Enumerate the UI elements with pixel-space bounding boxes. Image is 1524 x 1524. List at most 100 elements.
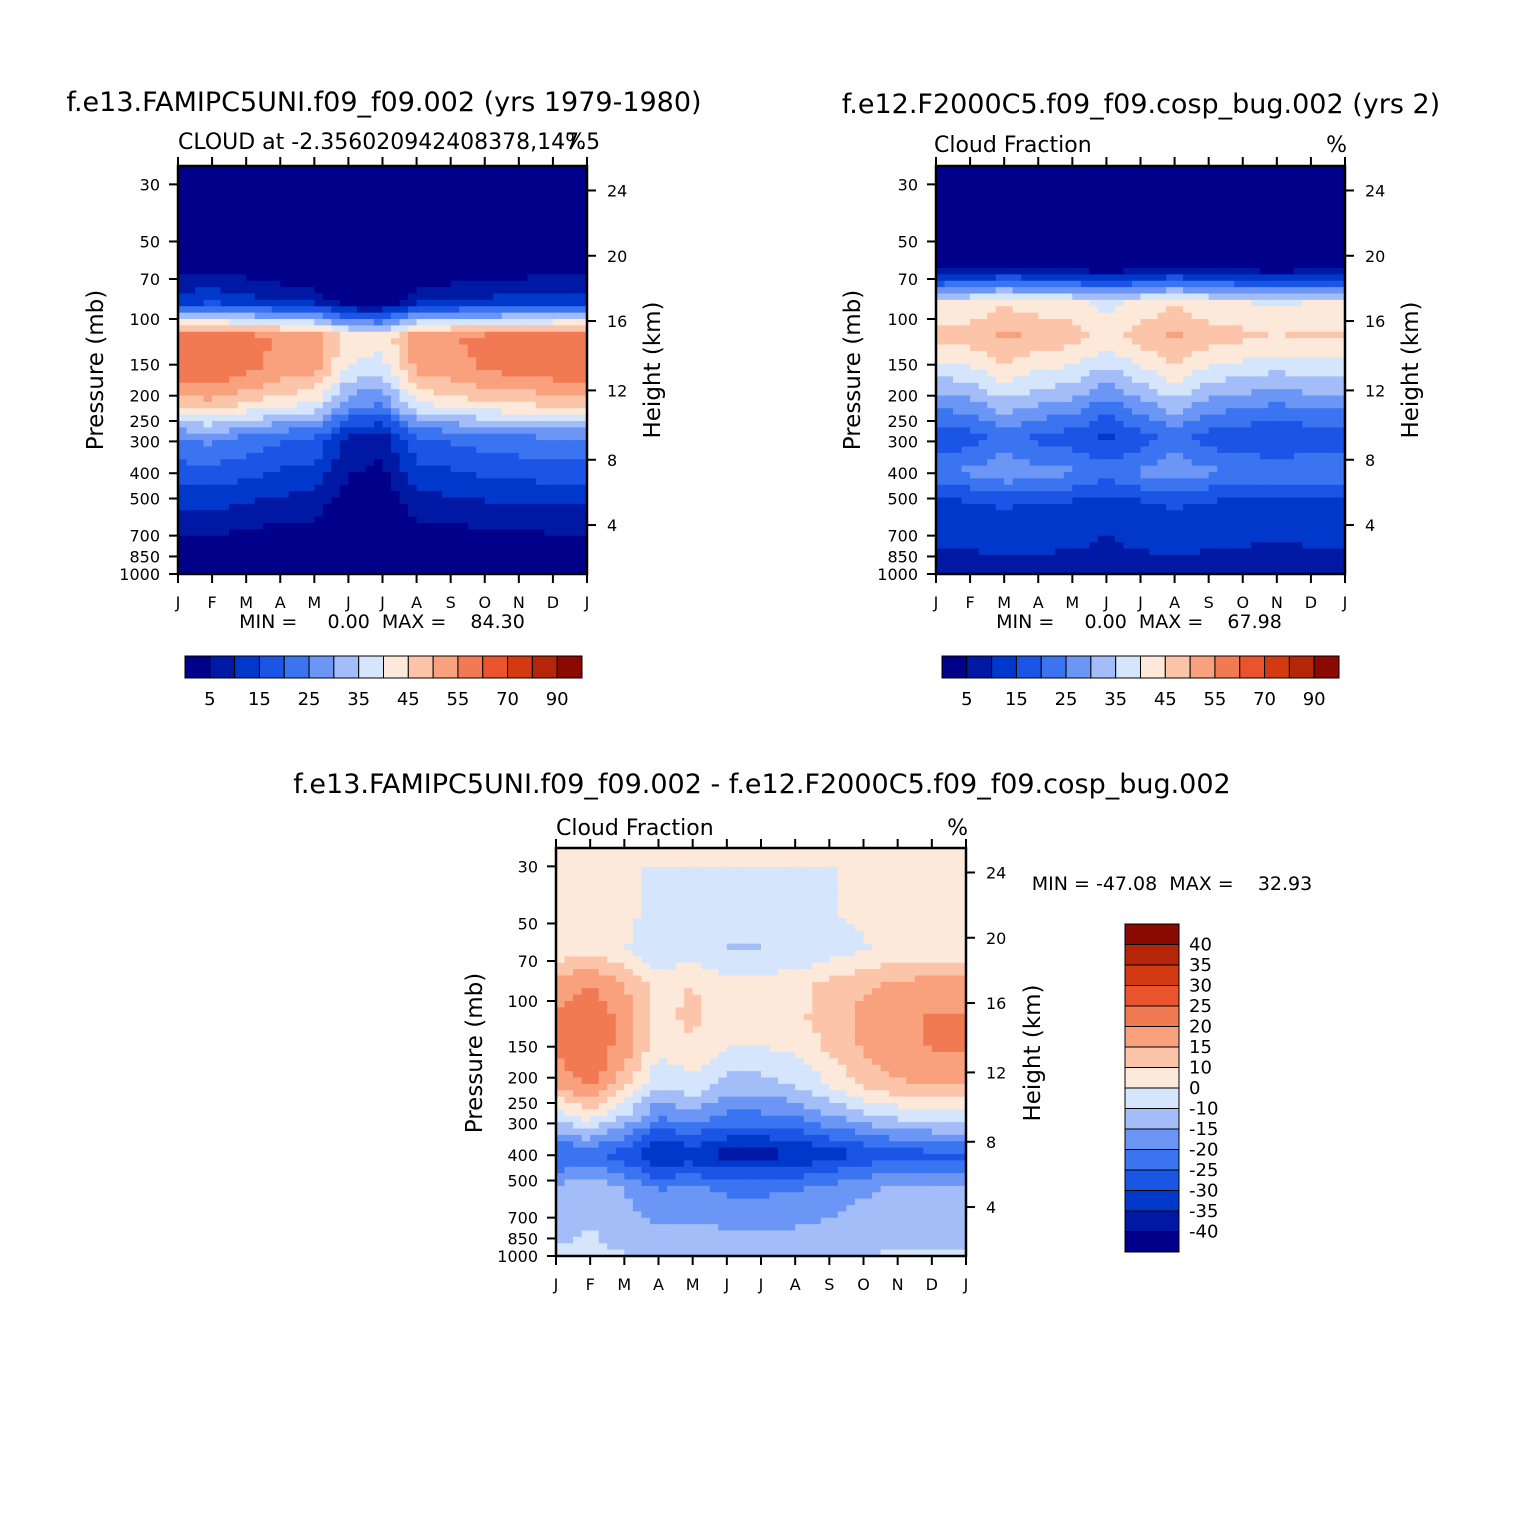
- contour-cell: [961, 312, 971, 320]
- contour-cell: [1021, 472, 1031, 479]
- contour-cell: [1166, 465, 1176, 473]
- contour-cell: [476, 191, 486, 199]
- contour-cell: [1055, 274, 1065, 282]
- contour-cell: [263, 338, 273, 346]
- contour-cell: [476, 274, 486, 282]
- contour-cell: [501, 395, 511, 403]
- contour-cell: [953, 408, 963, 416]
- contour-cell: [1038, 389, 1048, 397]
- contour-cell: [322, 363, 332, 371]
- contour-cell: [305, 242, 315, 250]
- contour-cell: [1131, 344, 1142, 352]
- contour-cell: [527, 357, 537, 365]
- contour-cell: [493, 248, 503, 256]
- contour-cell: [391, 427, 401, 435]
- colorbar-swatch: [383, 655, 409, 679]
- contour-cell: [527, 319, 537, 326]
- contour-cell: [578, 523, 588, 530]
- contour-cell: [450, 338, 460, 346]
- contour-cell: [1063, 261, 1073, 269]
- contour-cell: [544, 325, 554, 333]
- contour-cell: [970, 535, 980, 543]
- contour-cell: [467, 535, 477, 543]
- contour-cell: [944, 389, 954, 397]
- contour-cell: [280, 452, 290, 460]
- contour-cell: [1055, 554, 1065, 562]
- contour-cell: [527, 363, 537, 371]
- contour-cell: [936, 491, 946, 499]
- contour-cell: [382, 523, 392, 530]
- contour-cell: [1089, 261, 1099, 269]
- contour-cell: [1029, 395, 1039, 403]
- contour-cell: [1021, 172, 1031, 180]
- contour-cell: [1046, 287, 1056, 295]
- contour-cell: [186, 299, 196, 307]
- contour-cell: [1157, 370, 1167, 377]
- contour-cell: [1089, 223, 1099, 231]
- contour-cell: [459, 287, 469, 295]
- contour-cell: [995, 178, 1005, 186]
- contour-cell: [501, 472, 511, 479]
- contour-cell: [578, 542, 588, 550]
- contour-cell: [501, 204, 511, 212]
- contour-cell: [1166, 268, 1176, 275]
- contour-cell: [1131, 440, 1142, 448]
- contour-cell: [442, 395, 452, 403]
- contour-cell: [459, 255, 469, 263]
- contour-cell: [263, 363, 273, 371]
- contour-cell: [1055, 236, 1065, 244]
- contour-cell: [442, 433, 452, 441]
- contour-cell: [416, 459, 426, 467]
- contour-cell: [391, 421, 401, 428]
- contour-cell: [1140, 554, 1150, 562]
- contour-cell: [382, 261, 392, 269]
- contour-cell: [978, 268, 988, 275]
- contour-cell: [970, 389, 980, 397]
- contour-cell: [569, 280, 580, 288]
- contour-cell: [365, 299, 375, 307]
- contour-cell: [578, 382, 588, 390]
- contour-cell: [237, 306, 247, 314]
- contour-cell: [936, 446, 946, 454]
- contour-cell: [1072, 414, 1082, 422]
- contour-cell: [510, 312, 520, 320]
- contour-cell: [459, 491, 469, 499]
- contour-cell: [237, 268, 247, 275]
- contour-cell: [203, 440, 213, 448]
- contour-cell: [978, 172, 988, 180]
- contour-cell: [1055, 287, 1065, 295]
- contour-cell: [1055, 280, 1065, 288]
- contour-cell: [1166, 370, 1176, 377]
- contour-cell: [995, 548, 1005, 556]
- contour-cell: [365, 204, 375, 212]
- contour-cell: [450, 459, 460, 467]
- contour-cell: [288, 433, 298, 441]
- contour-cell: [450, 535, 460, 543]
- contour-cell: [476, 350, 486, 358]
- contour-cell: [936, 280, 946, 288]
- contour-cell: [1097, 357, 1108, 365]
- contour-cell: [1063, 268, 1073, 275]
- contour-cell: [433, 319, 443, 326]
- contour-cell: [263, 242, 273, 250]
- contour-cell: [220, 427, 230, 435]
- contour-cell: [1140, 516, 1150, 524]
- contour-cell: [186, 427, 196, 435]
- contour-cell: [1063, 510, 1073, 518]
- contour-cell: [1080, 510, 1090, 518]
- contour-cell: [1123, 210, 1133, 218]
- contour-cell: [527, 548, 537, 556]
- contour-cell: [476, 452, 486, 460]
- contour-cell: [578, 491, 588, 499]
- contour-cell: [552, 204, 563, 212]
- contour-cell: [1097, 554, 1108, 562]
- contour-cell: [382, 255, 392, 263]
- contour-cell: [271, 421, 281, 428]
- contour-cell: [578, 414, 588, 422]
- contour-cell: [433, 172, 443, 180]
- contour-cell: [561, 472, 571, 479]
- contour-cell: [1046, 548, 1056, 556]
- contour-cell: [178, 197, 188, 205]
- contour-cell: [961, 242, 971, 250]
- contour-cell: [936, 478, 946, 486]
